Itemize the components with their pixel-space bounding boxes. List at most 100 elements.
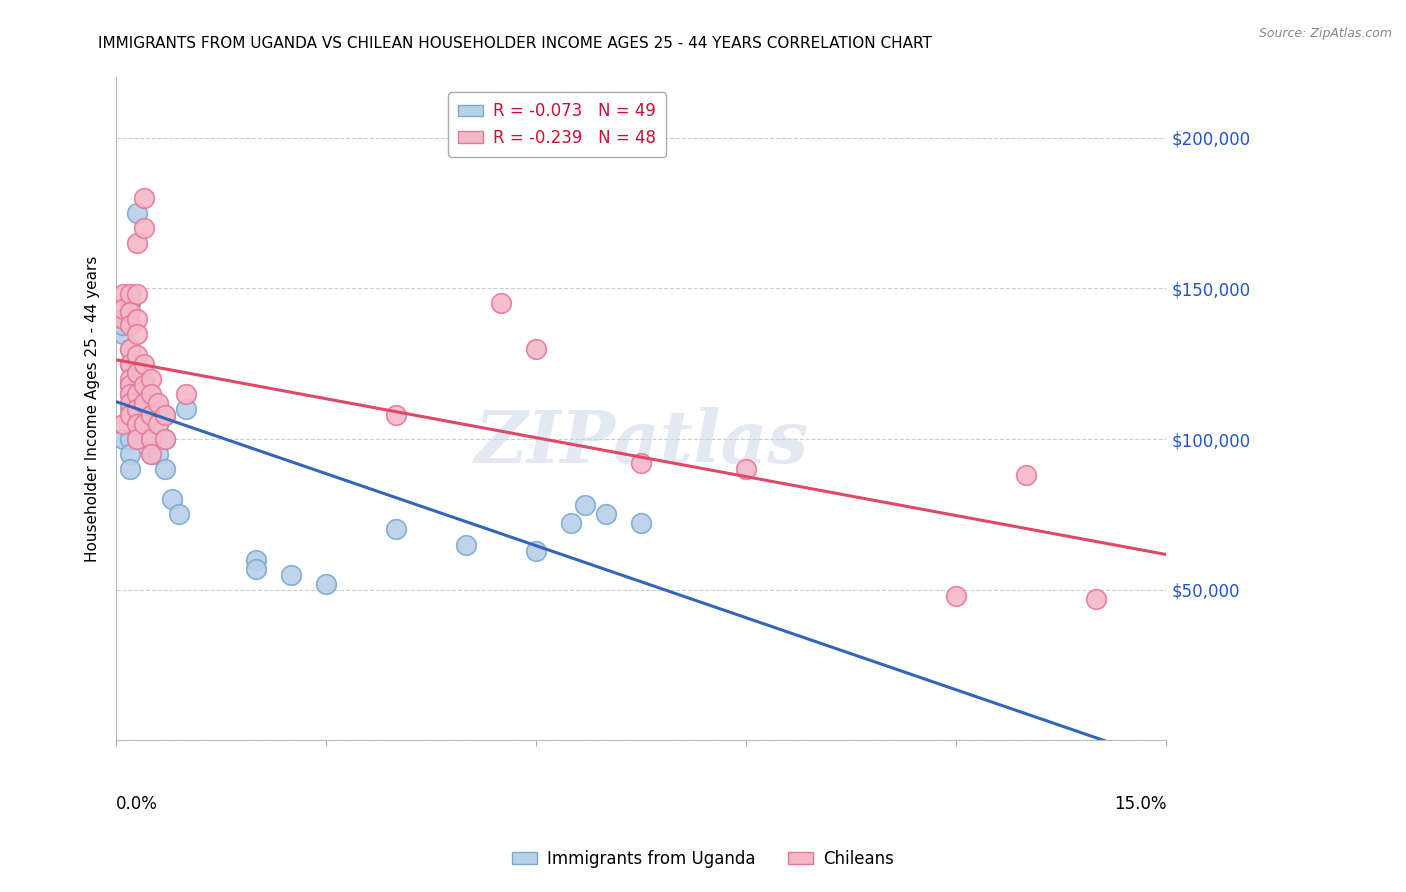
Point xyxy=(134,396,156,410)
Point xyxy=(127,348,149,362)
Point xyxy=(141,447,163,461)
Point xyxy=(385,523,408,537)
Point xyxy=(134,387,156,401)
Point xyxy=(174,401,197,416)
Point xyxy=(120,462,142,476)
Point xyxy=(112,432,135,446)
Point xyxy=(120,377,142,392)
Point xyxy=(134,191,156,205)
Point xyxy=(120,305,142,319)
Point xyxy=(560,516,582,531)
Point xyxy=(1015,468,1038,483)
Point xyxy=(120,296,142,310)
Point xyxy=(127,401,149,416)
Point xyxy=(120,342,142,356)
Point xyxy=(112,417,135,431)
Point xyxy=(141,447,163,461)
Point xyxy=(155,462,177,476)
Point xyxy=(120,401,142,416)
Point xyxy=(120,408,142,422)
Point xyxy=(141,432,163,446)
Point xyxy=(120,357,142,371)
Point xyxy=(112,318,135,332)
Text: Source: ZipAtlas.com: Source: ZipAtlas.com xyxy=(1258,27,1392,40)
Point xyxy=(120,447,142,461)
Point xyxy=(134,221,156,235)
Point xyxy=(134,417,156,431)
Point xyxy=(524,342,547,356)
Point xyxy=(127,401,149,416)
Point xyxy=(134,377,156,392)
Text: IMMIGRANTS FROM UGANDA VS CHILEAN HOUSEHOLDER INCOME AGES 25 - 44 YEARS CORRELAT: IMMIGRANTS FROM UGANDA VS CHILEAN HOUSEH… xyxy=(98,36,932,51)
Point xyxy=(120,318,142,332)
Point xyxy=(148,396,170,410)
Point xyxy=(127,326,149,341)
Point xyxy=(112,302,135,317)
Point xyxy=(112,311,135,326)
Point xyxy=(127,287,149,301)
Point xyxy=(169,508,191,522)
Point xyxy=(155,432,177,446)
Point xyxy=(112,311,135,326)
Point xyxy=(1085,591,1108,606)
Point xyxy=(127,387,149,401)
Point xyxy=(148,401,170,416)
Point xyxy=(148,447,170,461)
Point xyxy=(141,432,163,446)
Y-axis label: Householder Income Ages 25 - 44 years: Householder Income Ages 25 - 44 years xyxy=(86,256,100,562)
Point xyxy=(127,236,149,251)
Point xyxy=(127,432,149,446)
Point xyxy=(174,387,197,401)
Point xyxy=(127,311,149,326)
Point xyxy=(120,372,142,386)
Point xyxy=(134,372,156,386)
Legend: Immigrants from Uganda, Chileans: Immigrants from Uganda, Chileans xyxy=(505,844,901,875)
Point xyxy=(141,392,163,407)
Point xyxy=(630,516,652,531)
Point xyxy=(148,417,170,431)
Point xyxy=(120,357,142,371)
Point xyxy=(630,456,652,470)
Point xyxy=(127,206,149,220)
Point xyxy=(245,552,267,566)
Point xyxy=(120,432,142,446)
Point xyxy=(245,561,267,575)
Point xyxy=(120,287,142,301)
Point xyxy=(120,396,142,410)
Point xyxy=(120,342,142,356)
Point xyxy=(127,408,149,422)
Point xyxy=(127,372,149,386)
Point xyxy=(127,417,149,431)
Point xyxy=(945,589,967,603)
Point xyxy=(155,408,177,422)
Point xyxy=(141,408,163,422)
Text: 15.0%: 15.0% xyxy=(1114,795,1167,813)
Point xyxy=(155,432,177,446)
Point xyxy=(112,326,135,341)
Point xyxy=(134,417,156,431)
Text: ZIPatlas: ZIPatlas xyxy=(474,407,808,477)
Legend: R = -0.073   N = 49, R = -0.239   N = 48: R = -0.073 N = 49, R = -0.239 N = 48 xyxy=(449,93,666,157)
Point xyxy=(524,543,547,558)
Point xyxy=(385,408,408,422)
Point xyxy=(120,305,142,319)
Point xyxy=(162,492,184,507)
Point xyxy=(134,357,156,371)
Point xyxy=(141,387,163,401)
Point xyxy=(595,508,617,522)
Point xyxy=(120,387,142,401)
Point xyxy=(735,462,758,476)
Point xyxy=(280,567,302,582)
Point xyxy=(112,287,135,301)
Point xyxy=(155,408,177,422)
Point xyxy=(456,537,478,551)
Point xyxy=(574,499,596,513)
Point xyxy=(141,372,163,386)
Point xyxy=(491,296,513,310)
Point xyxy=(120,377,142,392)
Point xyxy=(120,387,142,401)
Point xyxy=(127,387,149,401)
Text: 0.0%: 0.0% xyxy=(117,795,157,813)
Point xyxy=(315,576,337,591)
Point xyxy=(127,417,149,431)
